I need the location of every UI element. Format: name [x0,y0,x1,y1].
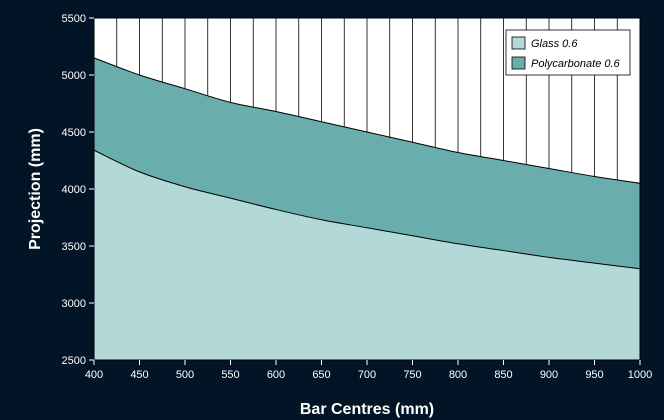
x-tick-label: 500 [176,369,194,381]
glass-area [94,150,640,360]
x-tick-label: 450 [130,369,148,381]
x-axis-title: Bar Centres (mm) [300,401,434,418]
x-axis: 400 450 500 550 600 650 700 750 800 850 900 950 1000 [85,360,652,381]
x-tick-label: 550 [221,369,239,381]
y-axis: 2500 3000 3500 4000 4500 5000 5500 [62,13,94,367]
y-tick-label: 5000 [62,70,86,82]
legend-box [505,29,631,76]
x-tick-label: 950 [585,369,603,381]
legend-label-glass: Glass 0.6 [531,38,578,50]
x-tick-label: 700 [358,369,376,381]
y-tick-label: 3500 [62,241,86,253]
legend: Glass 0.6 Polycarbonate 0.6 [505,29,631,76]
legend-swatch-glass [511,36,526,50]
x-tick-label: 800 [449,369,467,381]
y-tick-label: 4500 [62,127,86,139]
x-tick-label: 400 [85,369,103,381]
x-tick-label: 1000 [628,369,652,381]
x-tick-label: 750 [403,369,421,381]
x-tick-label: 650 [312,369,330,381]
y-tick-label: 3000 [62,298,86,310]
x-tick-label: 850 [494,369,512,381]
x-tick-label: 900 [540,369,558,381]
legend-swatch-polycarbonate [511,56,526,70]
glass-line [93,149,641,270]
legend-label-polycarbonate: Polycarbonate 0.6 [531,58,621,70]
y-tick-label: 2500 [62,355,86,367]
y-tick-label: 4000 [62,184,86,196]
y-tick-label: 5500 [62,13,86,25]
x-tick-label: 600 [267,369,285,381]
y-axis-title: Projection (mm) [27,128,44,250]
polycarbonate-line [93,57,641,184]
